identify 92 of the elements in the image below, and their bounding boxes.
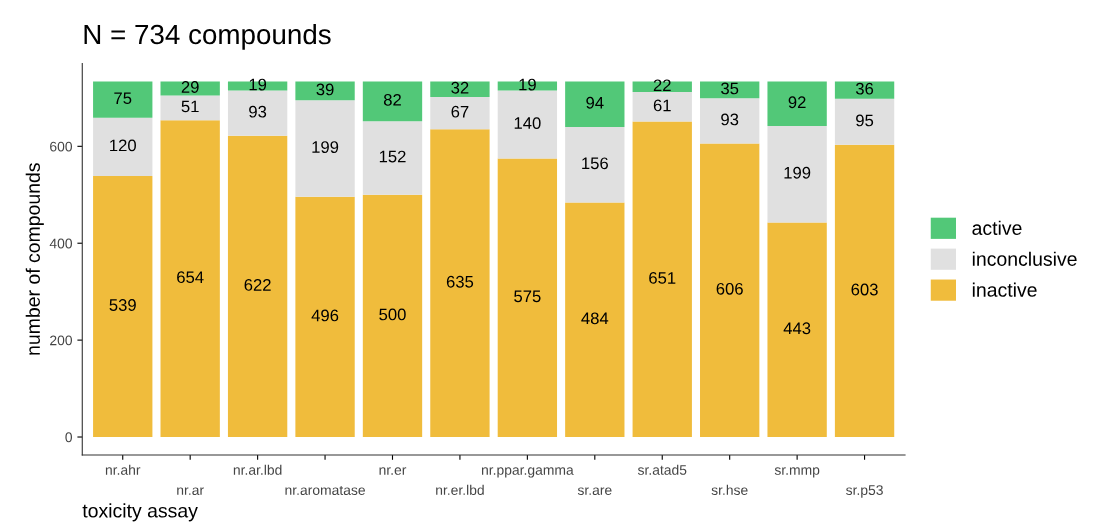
- bar: [362, 81, 423, 122]
- bar: [834, 98, 895, 145]
- data-label: 484: [581, 312, 609, 325]
- data-label: 199: [312, 141, 339, 153]
- bar: [93, 117, 153, 176]
- data-label: 61: [653, 99, 671, 112]
- data-label: 575: [514, 290, 541, 303]
- bar: [362, 194, 423, 438]
- data-label: 156: [582, 157, 608, 170]
- data-label: 120: [110, 139, 136, 152]
- data-label: 500: [379, 308, 406, 321]
- bar: [632, 92, 692, 122]
- legend-label: inactive: [972, 282, 1037, 297]
- x-tick-label: nr.ar.lbd: [233, 464, 282, 475]
- data-label: 539: [109, 299, 136, 311]
- x-tick-label: sr.mmp: [774, 467, 820, 478]
- bar: [362, 121, 423, 195]
- legend-label: inconclusive: [972, 251, 1077, 266]
- data-label: 95: [856, 114, 874, 127]
- bar: [227, 135, 288, 438]
- bar: [700, 98, 760, 144]
- bar: [93, 175, 153, 438]
- bar: [227, 90, 288, 136]
- bar: [700, 143, 760, 438]
- data-label: 93: [249, 105, 267, 118]
- bar: [93, 81, 153, 118]
- data-label: 93: [721, 113, 739, 126]
- data-label: 67: [451, 105, 469, 118]
- bar: [160, 95, 220, 121]
- data-label: 622: [244, 279, 271, 291]
- bar: [430, 129, 490, 438]
- bar: [295, 81, 355, 101]
- bar: [767, 125, 827, 223]
- data-label: 496: [311, 309, 339, 322]
- bar: [430, 96, 490, 130]
- data-label: 443: [783, 322, 811, 335]
- bar: [632, 121, 692, 438]
- bar: [565, 126, 625, 203]
- chart-title: N = 734 compounds: [84, 23, 331, 50]
- data-label: 19: [519, 78, 536, 91]
- data-label: 39: [316, 83, 334, 96]
- data-label: 152: [379, 150, 406, 163]
- bar: [295, 196, 355, 438]
- data-label: 35: [721, 82, 739, 95]
- data-label: 75: [114, 92, 132, 105]
- bar: [834, 144, 895, 438]
- data-label: 651: [649, 271, 676, 284]
- bar: [700, 81, 760, 99]
- data-label: 29: [181, 81, 199, 93]
- x-axis-title: toxicity assay: [82, 503, 198, 522]
- x-tick-label: sr.atad5: [637, 464, 687, 475]
- bar: [565, 81, 625, 127]
- data-label: 22: [653, 79, 671, 92]
- y-axis-title: number of compounds: [25, 163, 44, 355]
- bar: [497, 158, 558, 438]
- bar: [160, 120, 220, 438]
- data-label: 92: [788, 96, 806, 109]
- x-tick-label: nr.er: [379, 467, 407, 475]
- data-label: 94: [586, 96, 604, 109]
- bar: [430, 81, 490, 97]
- x-tick-label: nr.er.lbd: [436, 484, 484, 495]
- data-label: 140: [514, 117, 541, 129]
- x-tick-label: sr.p53: [846, 485, 883, 498]
- x-tick-label: nr.ahr: [105, 464, 141, 475]
- bar: [834, 81, 895, 99]
- bar: [767, 81, 827, 126]
- data-label: 19: [249, 78, 267, 91]
- bar: [767, 222, 827, 438]
- data-label: 603: [851, 283, 878, 296]
- x-tick-label: nr.ar: [177, 487, 204, 495]
- y-tick-label: 0: [65, 432, 73, 443]
- bar: [565, 202, 625, 438]
- data-label: 635: [446, 275, 474, 288]
- legend-label: active: [972, 220, 1022, 235]
- bar: [632, 81, 692, 93]
- data-label: 82: [383, 93, 401, 106]
- data-label: 199: [784, 166, 811, 179]
- x-tick-label: nr.ppar.gamma: [481, 467, 574, 478]
- data-label: 36: [855, 82, 874, 95]
- y-tick-label: 400: [49, 238, 73, 249]
- x-tick-label: sr.hse: [711, 484, 748, 495]
- data-label: 654: [177, 271, 204, 284]
- data-label: 606: [716, 282, 743, 295]
- bar: [497, 90, 558, 159]
- bar: [160, 81, 220, 96]
- data-label: 32: [451, 81, 469, 94]
- x-tick-label: sr.are: [577, 487, 612, 495]
- x-tick-label: nr.aromatase: [285, 485, 365, 495]
- y-tick-label: 200: [50, 335, 73, 346]
- y-tick-label: 600: [50, 141, 73, 152]
- bar: [295, 100, 355, 197]
- data-label: 51: [181, 100, 199, 113]
